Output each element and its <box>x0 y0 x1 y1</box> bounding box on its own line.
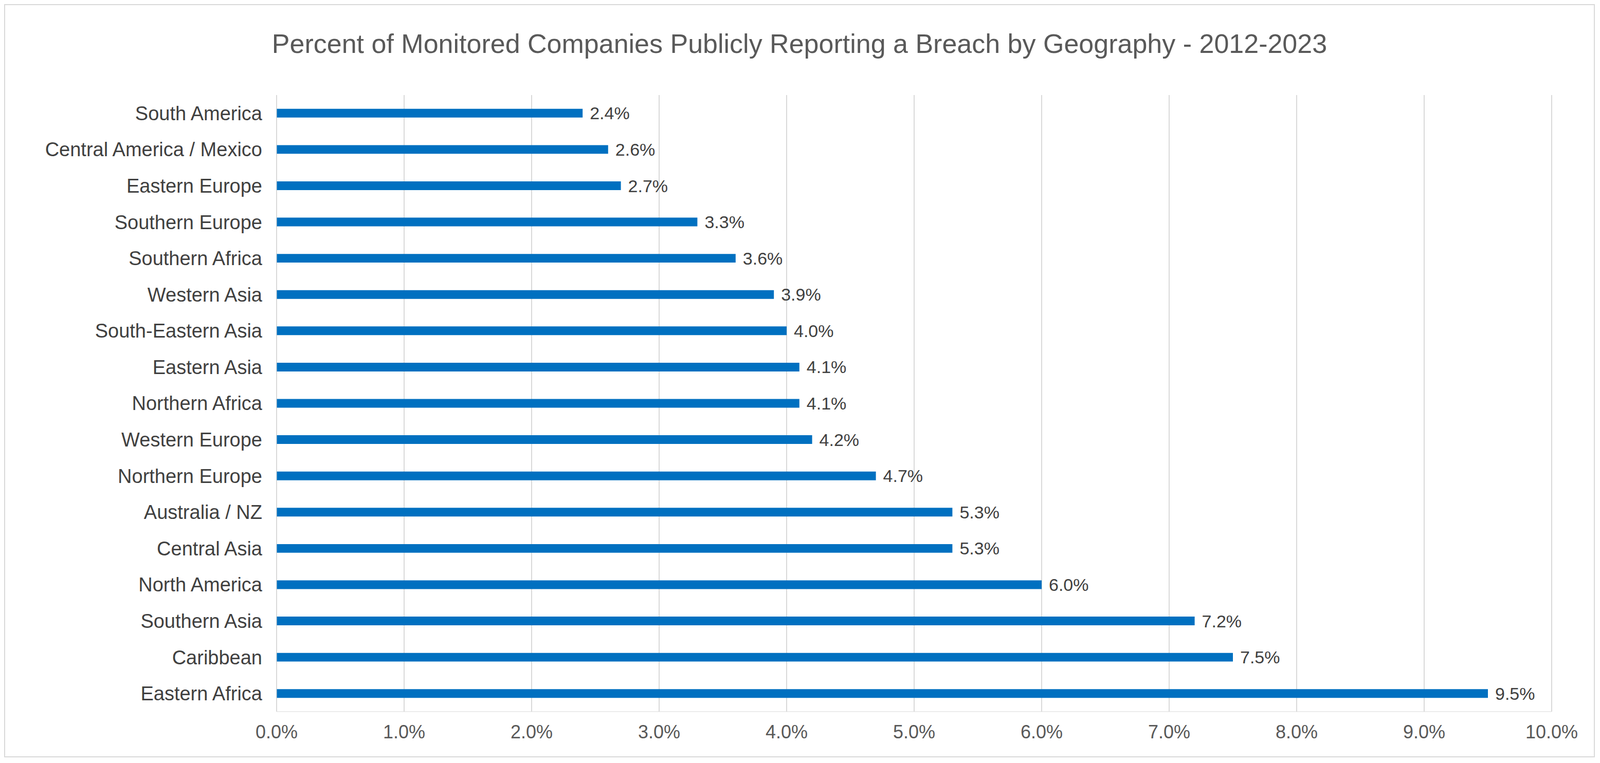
svg-text:Northern Europe: Northern Europe <box>117 465 263 488</box>
svg-text:North America: North America <box>138 574 263 596</box>
svg-text:Southern Europe: Southern Europe <box>114 211 263 234</box>
svg-text:1.0%: 1.0% <box>383 721 426 743</box>
html-text:Percent of Monitored Companies: Percent of Monitored Companies Publicly … <box>271 28 1328 59</box>
svg-text:Southern Africa: Southern Africa <box>128 247 263 270</box>
svg-text:2.4%: 2.4% <box>589 103 630 123</box>
svg-text:6.0%: 6.0% <box>1020 721 1063 743</box>
svg-text:South America: South America <box>135 102 263 125</box>
svg-text:Western Asia: Western Asia <box>147 284 263 306</box>
svg-text:5.0%: 5.0% <box>893 721 936 743</box>
svg-text:3.3%: 3.3% <box>704 212 745 232</box>
svg-text:Northern Africa: Northern Africa <box>132 392 263 415</box>
svg-text:3.0%: 3.0% <box>638 721 681 743</box>
svg-text:8.0%: 8.0% <box>1275 721 1318 743</box>
svg-text:9.5%: 9.5% <box>1495 684 1536 704</box>
svg-text:4.0%: 4.0% <box>765 721 808 743</box>
svg-text:2.7%: 2.7% <box>628 176 669 196</box>
svg-text:4.7%: 4.7% <box>883 466 924 486</box>
svg-text:South-Eastern Asia: South-Eastern Asia <box>95 320 263 342</box>
svg-text:2.0%: 2.0% <box>510 721 553 743</box>
svg-text:2.6%: 2.6% <box>615 139 656 160</box>
svg-text:Western Europe: Western Europe <box>121 429 263 451</box>
svg-text:Central Asia: Central Asia <box>156 538 263 560</box>
svg-text:4.1%: 4.1% <box>806 357 847 377</box>
svg-text:7.2%: 7.2% <box>1202 611 1243 632</box>
svg-text:6.0%: 6.0% <box>1048 575 1089 595</box>
svg-text:4.1%: 4.1% <box>806 393 847 414</box>
svg-text:Caribbean: Caribbean <box>172 647 263 669</box>
svg-text:9.0%: 9.0% <box>1403 721 1446 743</box>
svg-text:3.9%: 3.9% <box>780 284 822 305</box>
svg-text:Eastern Asia: Eastern Asia <box>152 356 263 379</box>
svg-text:0.0%: 0.0% <box>255 721 298 743</box>
svg-text:5.3%: 5.3% <box>959 538 1000 559</box>
svg-text:7.0%: 7.0% <box>1148 721 1191 743</box>
svg-text:3.6%: 3.6% <box>742 248 784 269</box>
svg-text:4.2%: 4.2% <box>819 430 860 450</box>
svg-text:Southern Asia: Southern Asia <box>140 610 263 633</box>
svg-text:Central America / Mexico: Central America / Mexico <box>45 138 263 161</box>
svg-text:10.0%: 10.0% <box>1525 721 1578 743</box>
svg-text:5.3%: 5.3% <box>959 502 1000 523</box>
svg-text:7.5%: 7.5% <box>1240 647 1281 668</box>
svg-text:Australia / NZ: Australia / NZ <box>143 501 263 524</box>
svg-text:Eastern Africa: Eastern Africa <box>140 683 263 705</box>
svg-text:4.0%: 4.0% <box>793 321 834 341</box>
svg-text:Eastern Europe: Eastern Europe <box>126 175 263 197</box>
